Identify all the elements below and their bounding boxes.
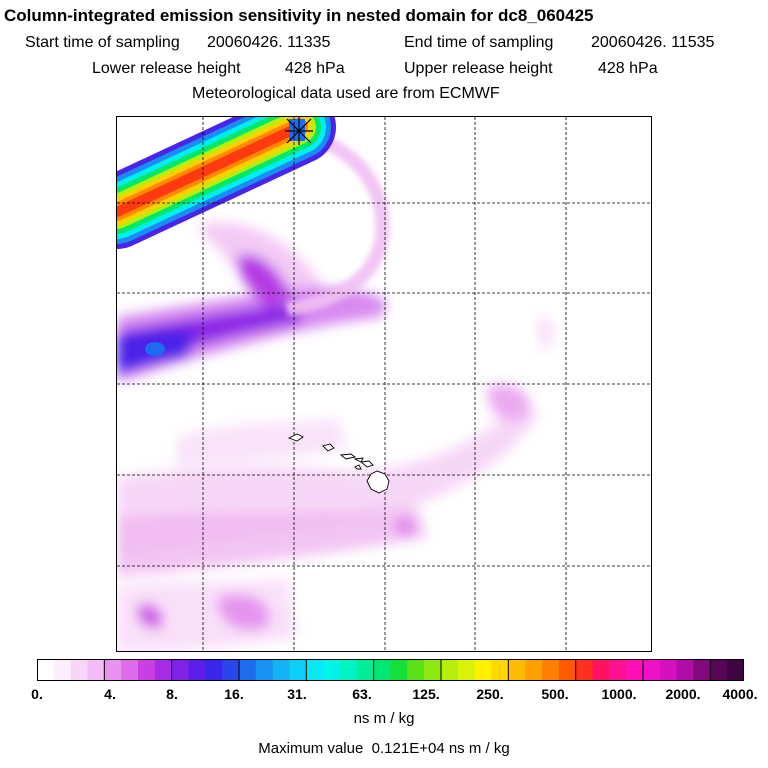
color-scale-cell xyxy=(441,659,459,681)
end-time-label: End time of sampling xyxy=(404,34,554,51)
maximum-value-number: 0.121E+04 ns m / kg xyxy=(371,740,510,757)
release-cell xyxy=(289,119,305,141)
color-scale-cell xyxy=(457,659,476,681)
tick-label: 250. xyxy=(476,686,504,702)
release-point-marker xyxy=(285,117,313,145)
color-scale-cell xyxy=(424,659,442,681)
color-scale-cell xyxy=(727,659,744,681)
color-scale-units: ns m / kg xyxy=(353,710,415,727)
tick-label: 8. xyxy=(166,686,178,702)
lower-height-value: 428 hPa xyxy=(285,60,345,77)
sensitivity-field-south xyxy=(117,316,553,651)
color-scale-cell xyxy=(407,659,425,681)
color-scale-cell xyxy=(289,659,307,681)
color-scale-cell xyxy=(188,659,206,681)
tick-label: 1000. xyxy=(601,686,637,702)
color-scale-cell xyxy=(643,659,661,681)
color-scale-cell xyxy=(356,659,375,681)
lower-height-label: Lower release height xyxy=(92,60,241,77)
color-scale-cell xyxy=(676,659,695,681)
color-scale-cell xyxy=(171,659,190,681)
map-svg xyxy=(117,117,651,651)
color-scale-cell xyxy=(525,659,543,681)
color-scale-cell xyxy=(121,659,139,681)
color-scale-cell xyxy=(87,659,105,681)
coastline-islands xyxy=(287,433,390,494)
color-scale-cell xyxy=(693,659,711,681)
color-scale-cell xyxy=(592,659,610,681)
color-scale-cell xyxy=(373,659,392,681)
color-scale-cell xyxy=(104,659,122,681)
upper-height-value: 428 hPa xyxy=(598,60,658,77)
color-scale-cell xyxy=(659,659,678,681)
color-scale-cell xyxy=(390,659,408,681)
color-scale-cell xyxy=(575,659,594,681)
end-time-value: 20060426. 11535 xyxy=(591,34,715,51)
color-scale-cell xyxy=(508,659,526,681)
color-scale-cell xyxy=(272,659,291,681)
maximum-value-label: Maximum value xyxy=(258,740,364,757)
color-scale-cell xyxy=(138,659,156,681)
start-time-label: Start time of sampling xyxy=(25,34,180,51)
tick-label: 2000. xyxy=(665,686,701,702)
start-time-value: 20060426. 11335 xyxy=(207,34,331,51)
color-scale-cell xyxy=(474,659,493,681)
map-title: Column-integrated emission sensitivity i… xyxy=(4,6,594,25)
color-scale-cell xyxy=(70,659,89,681)
sensitivity-hotspot xyxy=(145,342,165,356)
color-scale-cell xyxy=(53,659,72,681)
met-data-text: Meteorological data used are from ECMWF xyxy=(192,85,500,102)
color-scale-cell xyxy=(710,659,728,681)
color-scale-cell xyxy=(626,659,644,681)
color-scale-cell xyxy=(306,659,324,681)
color-scale-cell xyxy=(340,659,358,681)
color-scale-cell xyxy=(239,659,257,681)
tick-label: 4. xyxy=(104,686,116,702)
color-scale-cell xyxy=(222,659,240,681)
color-scale-cell xyxy=(255,659,274,681)
tick-label: 4000. xyxy=(722,686,758,702)
color-scale-cell xyxy=(37,659,55,681)
color-scale-cell xyxy=(558,659,577,681)
color-scale-cell xyxy=(154,659,173,681)
color-scale-cell xyxy=(542,659,560,681)
tick-label: 500. xyxy=(541,686,569,702)
maximum-value: Maximum value 0.121E+04 ns m / kg xyxy=(0,740,768,757)
plume-arc xyxy=(285,124,390,316)
sensitivity-map xyxy=(116,116,652,652)
color-scale-cell xyxy=(609,659,627,681)
color-scale-cell xyxy=(491,659,509,681)
color-scale-cell xyxy=(323,659,341,681)
tick-label: 63. xyxy=(352,686,372,702)
sensitivity-field-north xyxy=(117,222,387,382)
color-scale-cell xyxy=(205,659,223,681)
tick-label: 31. xyxy=(287,686,307,702)
rainbow-plume xyxy=(117,117,336,249)
color-scale-bar xyxy=(37,659,744,681)
upper-height-label: Upper release height xyxy=(404,60,553,77)
tick-label: 0. xyxy=(31,686,43,702)
tick-label: 16. xyxy=(224,686,244,702)
tick-label: 125. xyxy=(412,686,440,702)
